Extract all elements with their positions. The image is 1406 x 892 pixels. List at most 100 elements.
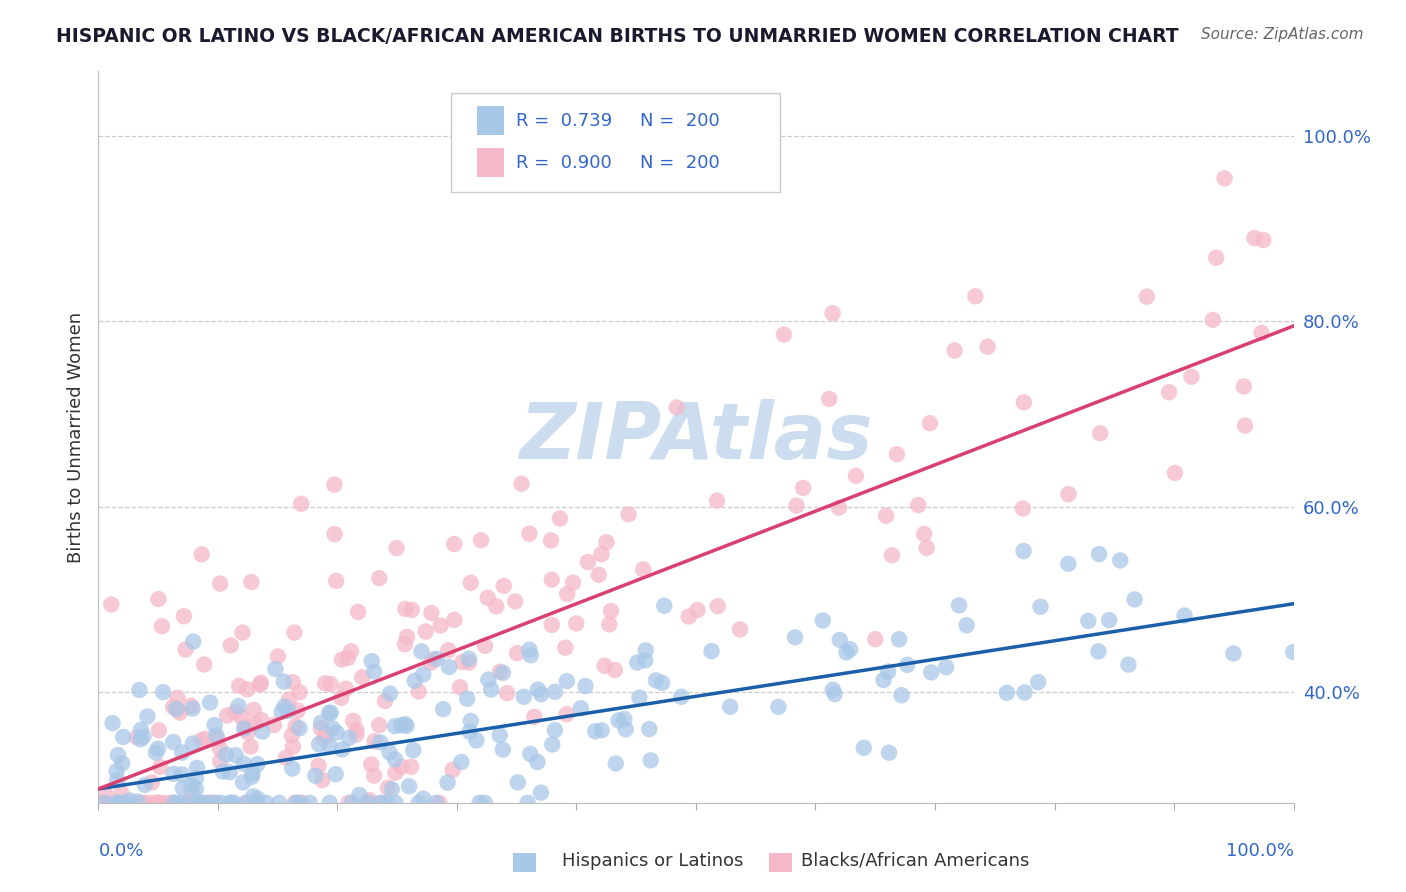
Point (162, 699, 184, 714)
Point (349, 788, 371, 802)
Point (411, 644, 433, 658)
Point (190, 796, 212, 810)
Point (965, 289, 987, 303)
Point (700, 644, 723, 658)
Point (91, 796, 114, 810)
Point (340, 644, 363, 658)
Point (235, 796, 257, 810)
Point (1136, 290, 1159, 304)
Point (441, 763, 464, 777)
Point (208, 741, 231, 756)
Point (209, 576, 232, 591)
Point (204, 796, 226, 810)
Point (273, 699, 295, 714)
Point (308, 737, 330, 751)
Point (628, 690, 651, 705)
Point (555, 707, 578, 722)
Point (134, 778, 156, 792)
Point (263, 718, 285, 732)
Point (281, 739, 304, 754)
Point (166, 702, 188, 716)
Point (588, 567, 610, 582)
Text: R =  0.900: R = 0.900 (516, 153, 612, 171)
Point (783, 630, 806, 644)
Point (337, 796, 360, 810)
Point (1012, 395, 1035, 409)
Point (141, 775, 163, 789)
Point (105, 796, 128, 810)
Point (118, 793, 141, 807)
Point (311, 773, 333, 788)
Point (228, 698, 250, 713)
Point (352, 670, 374, 684)
Text: Source: ZipAtlas.com: Source: ZipAtlas.com (1201, 27, 1364, 42)
Point (479, 682, 502, 697)
Point (278, 692, 301, 706)
Point (523, 710, 546, 724)
Point (344, 727, 367, 741)
Point (174, 642, 197, 657)
Point (107, 747, 129, 762)
Text: 0.0%: 0.0% (98, 842, 143, 860)
Point (907, 498, 929, 512)
Point (127, 795, 149, 809)
Point (163, 796, 186, 810)
Point (105, 796, 128, 810)
Point (284, 719, 307, 733)
Point (385, 541, 408, 555)
Point (1222, 647, 1244, 661)
Point (200, 796, 222, 810)
Point (360, 654, 382, 668)
Point (356, 795, 378, 809)
Point (281, 762, 304, 776)
Point (1243, 231, 1265, 245)
Point (149, 760, 172, 774)
FancyBboxPatch shape (451, 94, 780, 192)
Point (886, 447, 908, 461)
Point (477, 673, 499, 687)
Point (1014, 685, 1036, 699)
Point (384, 719, 406, 733)
Point (540, 533, 562, 548)
Point (1088, 547, 1111, 561)
Point (828, 632, 851, 647)
Point (134, 796, 156, 810)
Point (290, 497, 312, 511)
Point (146, 741, 169, 756)
Point (443, 537, 465, 551)
Point (1282, 645, 1305, 659)
FancyBboxPatch shape (477, 148, 503, 178)
Point (267, 796, 290, 810)
Point (419, 656, 441, 670)
Point (148, 723, 170, 738)
Point (652, 599, 675, 613)
Point (436, 775, 458, 789)
Point (576, 555, 599, 569)
Point (277, 704, 299, 718)
Point (565, 616, 588, 631)
Point (956, 618, 979, 632)
Point (378, 687, 401, 701)
Point (368, 796, 391, 810)
Point (408, 796, 430, 810)
Point (209, 796, 232, 810)
Point (371, 796, 394, 810)
Point (976, 340, 998, 354)
Point (640, 753, 662, 767)
Point (530, 687, 553, 701)
Point (283, 625, 305, 640)
Point (1205, 251, 1227, 265)
Point (94, 796, 117, 810)
Point (474, 796, 496, 810)
Point (217, 708, 239, 723)
Point (887, 632, 910, 647)
Point (184, 771, 207, 785)
Point (634, 643, 657, 657)
Point (918, 416, 941, 430)
Point (544, 685, 567, 699)
Point (314, 676, 336, 690)
Point (516, 796, 538, 810)
Point (865, 632, 887, 647)
Point (835, 645, 858, 659)
Point (152, 685, 174, 699)
